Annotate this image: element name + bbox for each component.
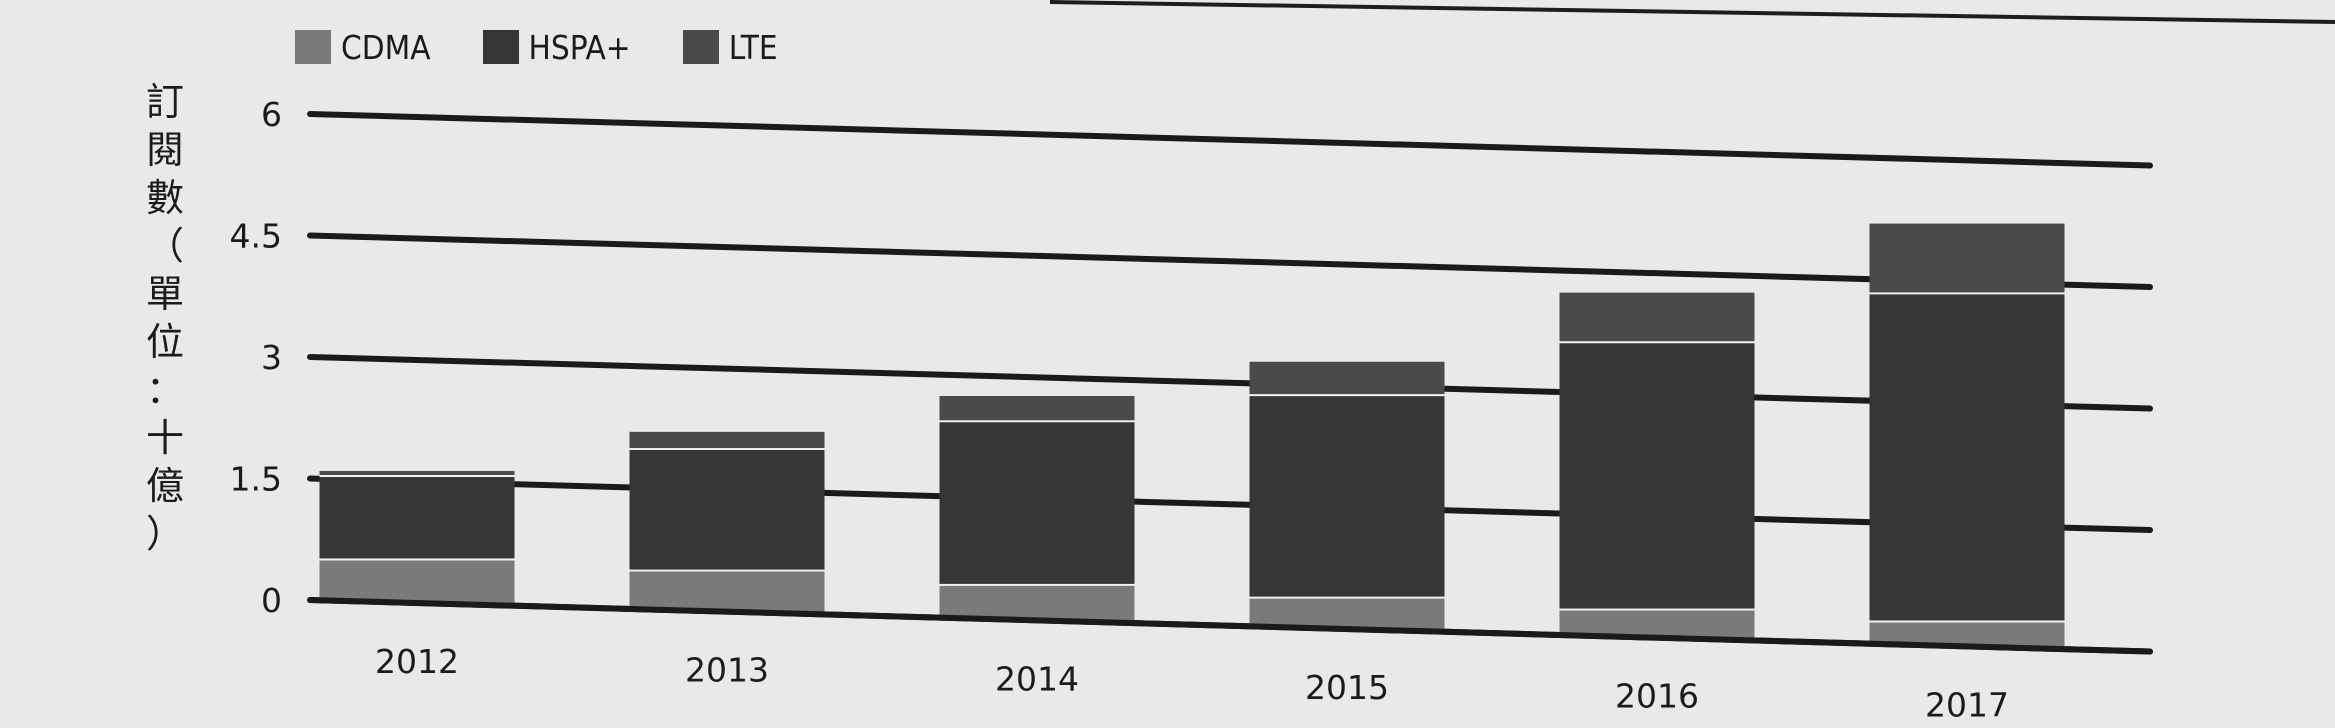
bar-segment-cdma (939, 583, 1135, 621)
legend-item-cdma: CDMA (295, 28, 431, 67)
y-tick-label: 1.5 (230, 460, 282, 499)
bar-segment-cdma (1249, 596, 1445, 630)
bar-segment-cdma (319, 558, 515, 603)
y-tick-label: 4.5 (230, 217, 282, 256)
y-axis-label-char: 數 (145, 176, 184, 220)
y-axis-label-char: ） (145, 512, 184, 556)
y-axis-label-char: 億 (145, 464, 184, 508)
legend-swatch-lte (682, 30, 719, 64)
x-tick-label: 2015 (1305, 668, 1389, 707)
legend-item-lte: LTE (682, 27, 778, 67)
bar-segment-hspa (939, 420, 1135, 584)
bar-segment-lte (1869, 223, 2065, 293)
legend-item-hspa: HSPA+ (482, 27, 631, 67)
bar-segment-lte (1249, 361, 1445, 395)
legend: CDMA HSPA+ LTE (295, 22, 778, 72)
gridline (307, 232, 2153, 291)
y-axis-label-char: 單 (145, 272, 184, 316)
bar-segment-lte (939, 395, 1135, 421)
legend-swatch-cdma (295, 30, 331, 64)
legend-label-cdma: CDMA (341, 27, 431, 67)
gridline (307, 354, 2153, 412)
x-tick-label: 2017 (1925, 685, 2009, 724)
y-tick-label: 6 (261, 95, 282, 134)
y-axis-label-char: 位 (145, 320, 184, 364)
bar-segment-hspa (1869, 292, 2065, 621)
gridline (307, 475, 2153, 534)
x-tick-label: 2014 (995, 659, 1079, 698)
legend-label-lte: LTE (728, 27, 778, 67)
gridline (307, 111, 2153, 169)
legend-label-hspa: HSPA+ (528, 27, 631, 67)
top-edge-line (1049, 0, 2335, 24)
y-axis-label: 訂 閱 數 （ 單 位 ： 十 億 ） (135, 78, 195, 558)
bar-segment-hspa (319, 475, 515, 559)
x-tick-label: 2012 (375, 642, 459, 681)
y-axis-label-char: ： (145, 368, 184, 412)
bar-segment-cdma (1559, 608, 1755, 638)
x-tick-label: 2013 (685, 651, 769, 690)
bar-segment-lte (629, 431, 825, 449)
legend-swatch-hspa (482, 30, 519, 64)
y-axis-label-char: （ (145, 224, 184, 268)
bar-segment-lte (1559, 292, 1755, 342)
x-tick-label: 2016 (1615, 677, 1699, 716)
bar-segment-cdma (629, 569, 825, 612)
y-axis-label-char: 閱 (145, 128, 184, 172)
bar-segment-hspa (1249, 394, 1445, 597)
x-axis-line (307, 597, 2153, 655)
bar-segment-hspa (629, 448, 825, 570)
y-tick-label: 3 (261, 338, 282, 377)
y-axis-label-char: 十 (145, 416, 184, 460)
bar-segment-lte (319, 470, 515, 476)
y-axis-label-char: 訂 (145, 80, 184, 124)
bar-segment-hspa (1559, 341, 1755, 609)
y-tick-label: 0 (261, 581, 282, 620)
